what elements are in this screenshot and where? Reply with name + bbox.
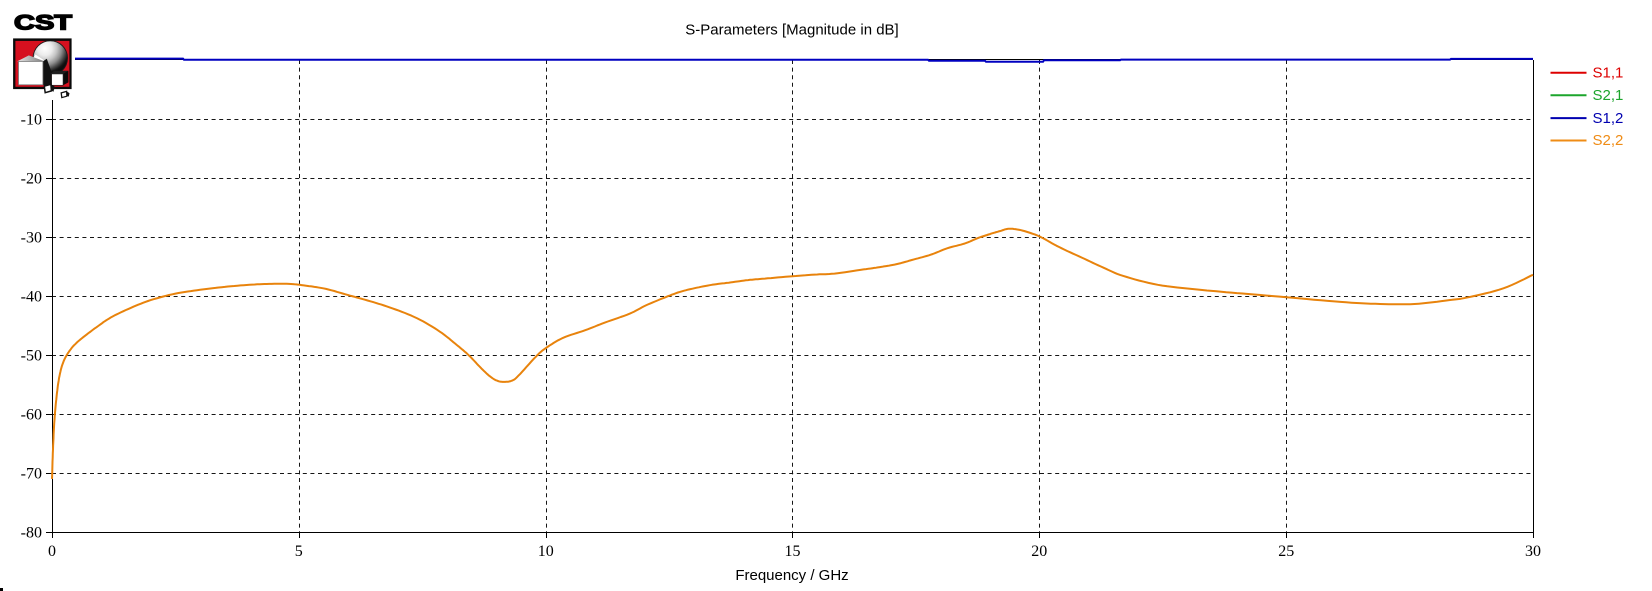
svg-text:15: 15 xyxy=(785,543,801,560)
svg-text:-10: -10 xyxy=(21,112,42,129)
svg-text:0: 0 xyxy=(48,543,56,560)
svg-text:-70: -70 xyxy=(21,466,42,483)
svg-text:20: 20 xyxy=(1031,543,1047,560)
svg-text:-30: -30 xyxy=(21,230,42,247)
svg-text:25: 25 xyxy=(1278,543,1294,560)
svg-text:-40: -40 xyxy=(21,289,42,306)
svg-text:Frequency / GHz: Frequency / GHz xyxy=(735,567,848,584)
svg-text:5: 5 xyxy=(295,543,303,560)
svg-text:S1,1: S1,1 xyxy=(1593,65,1624,82)
svg-text:-80: -80 xyxy=(21,525,42,542)
svg-text:30: 30 xyxy=(1525,543,1541,560)
svg-text:S2,2: S2,2 xyxy=(1593,132,1624,149)
svg-text:S1,2: S1,2 xyxy=(1593,110,1624,127)
svg-text:-60: -60 xyxy=(21,407,42,424)
svg-text:-20: -20 xyxy=(21,171,42,188)
svg-text:10: 10 xyxy=(538,543,554,560)
svg-text:CST: CST xyxy=(14,11,72,34)
svg-text:S2,1: S2,1 xyxy=(1593,87,1624,104)
svg-text:-50: -50 xyxy=(21,348,42,365)
svg-text:S-Parameters [Magnitude in dB]: S-Parameters [Magnitude in dB] xyxy=(685,22,898,39)
